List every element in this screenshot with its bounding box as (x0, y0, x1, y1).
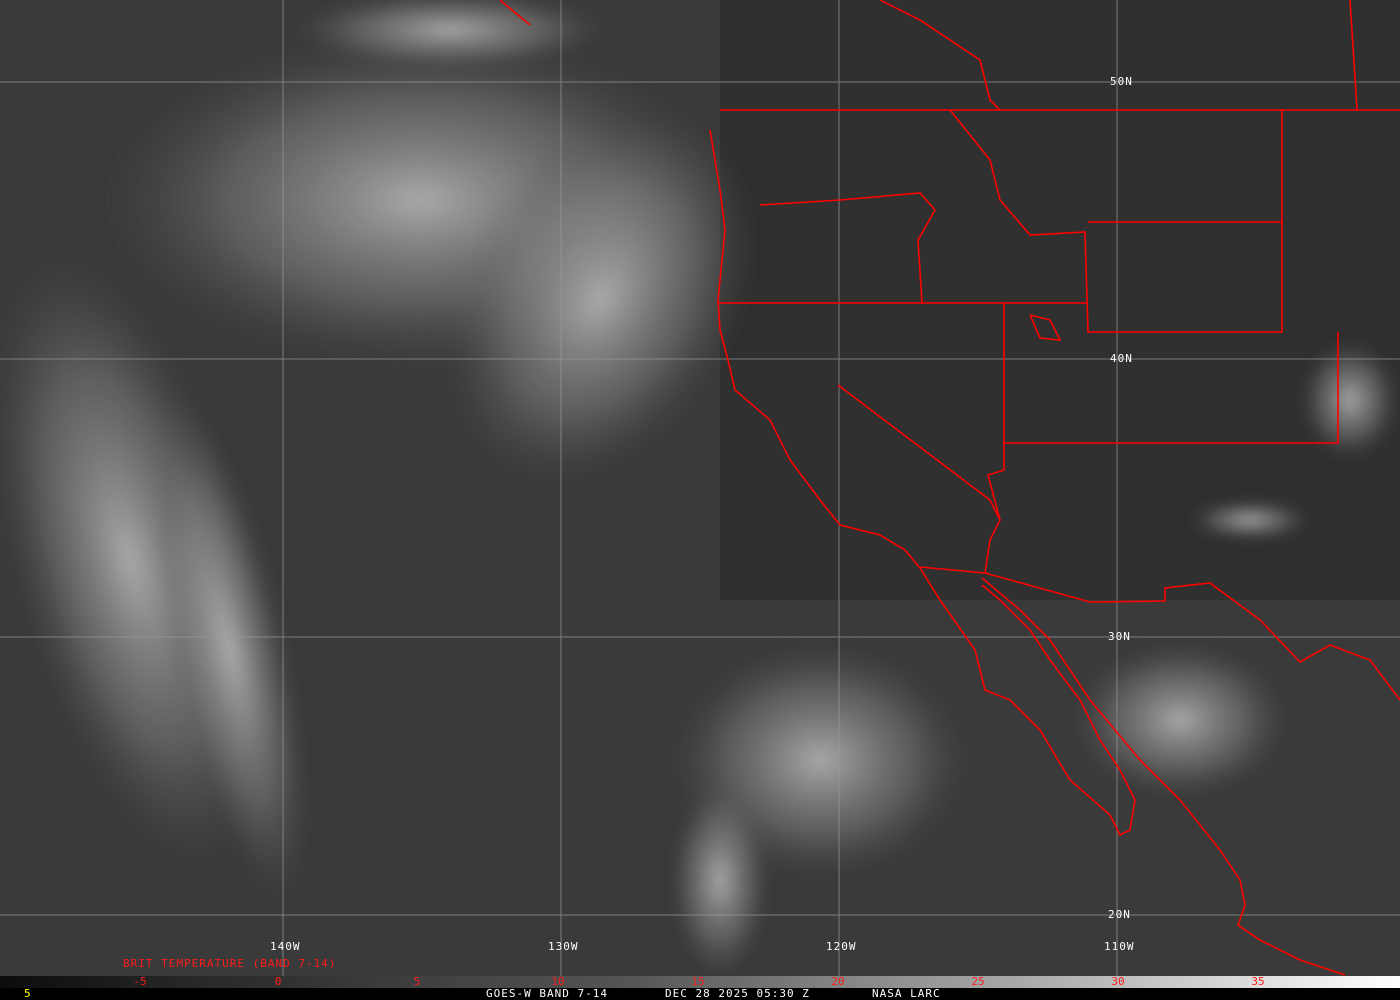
lat-label-40n: 40N (1110, 352, 1133, 365)
lat-label-50n: 50N (1110, 75, 1133, 88)
colorbar-tick: 10 (551, 975, 565, 988)
colorbar-tick: 30 (1111, 975, 1125, 988)
cloud-cover (0, 0, 1400, 976)
footer-bar (0, 988, 1400, 1000)
colorbar-tick: -5 (133, 975, 147, 988)
colorbar-tick: 0 (274, 975, 282, 988)
lat-lon-grid (0, 0, 1400, 976)
colorbar-tick: 20 (831, 975, 845, 988)
lon-label-130w: 130W (548, 940, 579, 953)
lon-label-120w: 120W (826, 940, 857, 953)
colorbar-left-value: 5 (24, 987, 32, 1000)
footer-source: NASA LARC (872, 987, 941, 1000)
colorbar-tick: 35 (1251, 975, 1265, 988)
lon-label-110w: 110W (1104, 940, 1135, 953)
colorbar-tick: 15 (691, 975, 705, 988)
satellite-image (0, 0, 1400, 976)
lat-label-20n: 20N (1108, 908, 1131, 921)
lon-label-140w: 140W (270, 940, 301, 953)
lat-label-30n: 30N (1108, 630, 1131, 643)
political-borders (499, 0, 1400, 976)
colorbar-tick: 25 (971, 975, 985, 988)
footer-datetime: DEC 28 2025 05:30 Z (665, 987, 810, 1000)
colorbar-tick: 5 (413, 975, 421, 988)
footer-band: GOES-W BAND 7-14 (486, 987, 608, 1000)
legend-title: BRIT TEMPERATURE (BAND 7-14) (123, 957, 337, 970)
temperature-colorbar (0, 976, 1400, 988)
